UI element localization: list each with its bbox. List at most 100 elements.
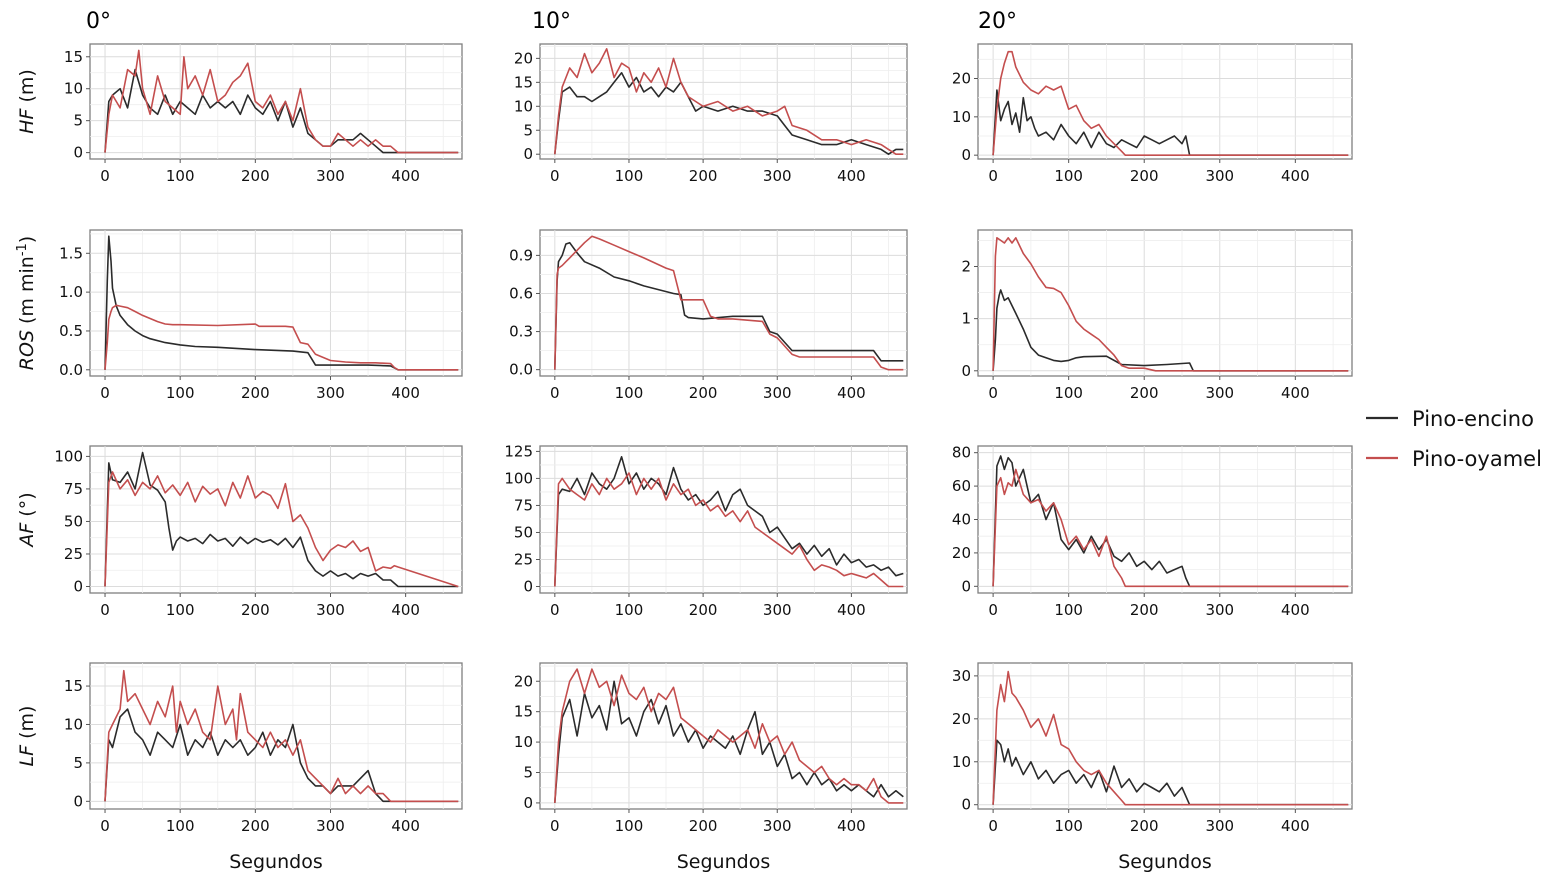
x-tick-label: 0 <box>550 167 560 185</box>
x-tick-label: 200 <box>689 384 718 402</box>
x-tick-label: 200 <box>689 601 718 619</box>
x-tick-label: 400 <box>1281 384 1310 402</box>
column-title-10deg: 10° <box>532 9 571 34</box>
x-tick-label: 0 <box>550 384 560 402</box>
gridlines <box>90 230 462 376</box>
x-tick-label: 0 <box>100 817 110 835</box>
y-tick-label: 20 <box>514 49 533 67</box>
y-tick-label: 2 <box>961 258 971 276</box>
x-tick-label: 300 <box>1205 384 1234 402</box>
panel-frame <box>89 229 463 377</box>
y-axis-title-ros: ROS (m min-1) <box>15 236 39 370</box>
y-tick-label: 20 <box>952 544 971 562</box>
x-tick-label: 300 <box>316 601 345 619</box>
series-line-pino-encino <box>104 68 459 154</box>
y-tick-label: 100 <box>504 469 533 487</box>
x-tick-label: 200 <box>241 817 270 835</box>
x-tick-label: 100 <box>615 817 644 835</box>
x-tick-label: 400 <box>837 384 866 402</box>
panel-af-10deg: 0 25 50 75 100 125 0 100 200 300 400 <box>504 442 908 619</box>
panel-frame <box>977 43 1353 160</box>
gridlines <box>540 230 907 376</box>
y-axis-title-af: AF (°) <box>16 492 38 548</box>
x-tick-label: 300 <box>763 167 792 185</box>
gridlines <box>540 44 907 159</box>
y-tick-label: 50 <box>64 512 83 530</box>
y-tick-label: 10 <box>64 80 83 98</box>
y-tick-label: 0.3 <box>509 323 533 341</box>
y-tick-label: 5 <box>523 121 533 139</box>
series-line-pino-encino <box>104 708 459 803</box>
x-tick-label: 200 <box>689 817 718 835</box>
x-tick-label: 200 <box>1130 384 1159 402</box>
x-tick-label: 0 <box>988 817 998 835</box>
panel-ros-10deg: 0.0 0.3 0.6 0.9 0 100 200 300 400 <box>509 229 908 402</box>
y-tick-label: 30 <box>952 667 971 685</box>
gridlines <box>90 446 462 593</box>
x-tick-label: 0 <box>100 167 110 185</box>
legend: Pino-encino Pino-oyamel <box>1366 407 1542 471</box>
y-tick-label: 0 <box>73 144 83 162</box>
y-tick-label: 10 <box>514 97 533 115</box>
y-tick-label: 0 <box>961 577 971 595</box>
y-tick-label: 0 <box>73 792 83 810</box>
gridlines <box>540 446 907 593</box>
y-tick-label: 20 <box>514 672 533 690</box>
y-tick-label: 125 <box>504 442 533 460</box>
y-tick-label: 50 <box>514 523 533 541</box>
series-line-pino-oyamel <box>992 237 1349 372</box>
series-line-pino-oyamel <box>554 48 904 155</box>
x-tick-label: 0 <box>550 601 560 619</box>
y-tick-label: 0.9 <box>509 246 533 264</box>
series-line-pino-encino <box>554 241 904 370</box>
x-tick-label: 100 <box>166 384 195 402</box>
panel-frame <box>977 662 1353 810</box>
x-tick-label: 200 <box>241 167 270 185</box>
y-tick-label: 75 <box>64 480 83 498</box>
y-tick-label: 0 <box>961 362 971 380</box>
y-tick-label: 1.5 <box>59 244 83 262</box>
y-tick-label: 10 <box>952 753 971 771</box>
x-tick-label: 300 <box>1205 817 1234 835</box>
y-tick-label: 60 <box>952 477 971 495</box>
x-tick-label: 200 <box>1130 817 1159 835</box>
y-tick-label: 100 <box>54 447 83 465</box>
series-line-pino-oyamel <box>554 235 904 371</box>
y-tick-label: 20 <box>952 710 971 728</box>
y-tick-label: 0 <box>73 577 83 595</box>
y-tick-label: 5 <box>73 112 83 130</box>
series-line-pino-oyamel <box>992 670 1349 806</box>
panel-frame <box>539 229 908 377</box>
x-tick-label: 0 <box>988 384 998 402</box>
gridlines <box>90 663 462 809</box>
series-line-pino-oyamel <box>104 669 459 803</box>
panel-af-0deg: 0 25 50 75 100 0 100 200 300 400 <box>54 445 463 619</box>
x-tick-label: 100 <box>1054 384 1083 402</box>
series-line-pino-encino <box>992 289 1349 372</box>
x-tick-label: 200 <box>241 601 270 619</box>
x-tick-label: 300 <box>316 167 345 185</box>
column-title-20deg: 20° <box>978 9 1017 34</box>
x-tick-label: 200 <box>1130 167 1159 185</box>
series-line-pino-oyamel <box>992 50 1349 156</box>
y-tick-label: 0 <box>961 796 971 814</box>
y-tick-label: 0 <box>523 578 533 596</box>
y-tick-label: 10 <box>514 733 533 751</box>
panel-frame <box>539 445 908 594</box>
y-tick-label: 5 <box>523 764 533 782</box>
x-tick-label: 400 <box>837 167 866 185</box>
series-line-pino-oyamel <box>554 472 904 588</box>
y-tick-label: 1.0 <box>59 283 83 301</box>
y-tick-label: 10 <box>64 715 83 733</box>
series-line-pino-oyamel <box>104 304 459 371</box>
x-axis-title-20deg: Segundos <box>1118 851 1211 873</box>
y-tick-label: 15 <box>514 73 533 91</box>
y-tick-label: 40 <box>952 511 971 529</box>
x-tick-label: 200 <box>689 167 718 185</box>
y-tick-label: 0.5 <box>59 322 83 340</box>
x-tick-label: 100 <box>615 601 644 619</box>
x-tick-label: 300 <box>1205 167 1234 185</box>
